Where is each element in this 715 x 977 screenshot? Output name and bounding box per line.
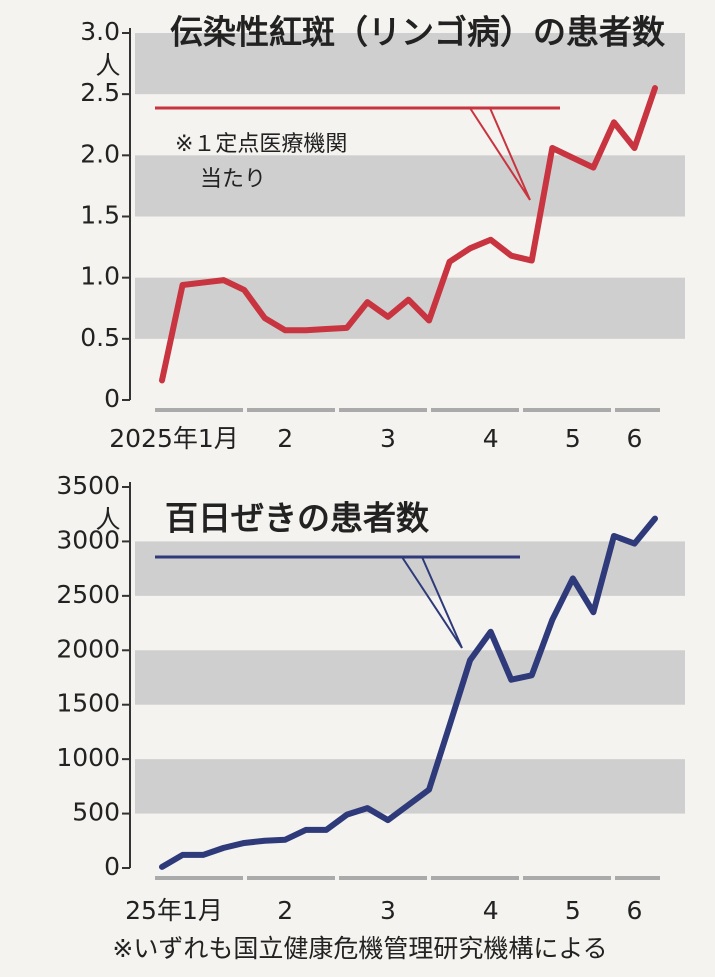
series-line (159, 515, 658, 870)
x-tick-label: 2 (277, 424, 293, 453)
grid-band (135, 277, 685, 339)
y-unit: 人 (95, 505, 120, 534)
grid-band (135, 33, 685, 95)
y-unit: 人 (95, 51, 120, 80)
callout (469, 107, 531, 201)
y-tick-label: 3500 (56, 471, 120, 500)
y-tick-label: 0.5 (80, 323, 120, 352)
note: 当たり (200, 167, 266, 192)
y-tick-label: 2000 (56, 634, 120, 663)
y-tick-label: 0 (104, 384, 120, 413)
chart-title: 百日ぜきの患者数 (165, 499, 430, 538)
y-tick-label: 1500 (56, 689, 120, 718)
y-tick-label: 3000 (56, 525, 120, 554)
x-tick-label: 25年1月 (125, 896, 223, 925)
x-tick-label: 6 (627, 896, 643, 925)
x-tick-label: 5 (565, 424, 581, 453)
y-tick-label: 1000 (56, 743, 120, 772)
x-tick-label: 3 (380, 896, 396, 925)
y-tick-label: 1.5 (80, 201, 120, 230)
footnote: ※いずれも国立健康危機管理研究機構による (112, 934, 607, 963)
y-tick-label: 500 (72, 798, 120, 827)
chart-title: 伝染性紅斑（リンゴ病）の患者数 (170, 13, 666, 52)
y-tick-label: 2500 (56, 580, 120, 609)
y-tick-label: 3.0 (80, 17, 120, 46)
y-tick-label: 1.0 (80, 262, 120, 291)
x-tick-label: 6 (627, 424, 643, 453)
y-tick-label: 2.5 (80, 78, 120, 107)
y-tick-label: 2.0 (80, 139, 120, 168)
x-tick-label: 2 (277, 896, 293, 925)
y-tick-label: 0 (104, 852, 120, 881)
callout (401, 556, 463, 649)
x-tick-label: 5 (565, 896, 581, 925)
x-tick-label: 3 (380, 424, 396, 453)
x-tick-label: 4 (483, 424, 499, 453)
grid-band (135, 650, 685, 705)
x-tick-label: 4 (483, 896, 499, 925)
series-line (159, 85, 658, 384)
x-tick-label: 2025年1月 (109, 424, 239, 453)
note: ※１定点医療機関 (175, 132, 347, 157)
